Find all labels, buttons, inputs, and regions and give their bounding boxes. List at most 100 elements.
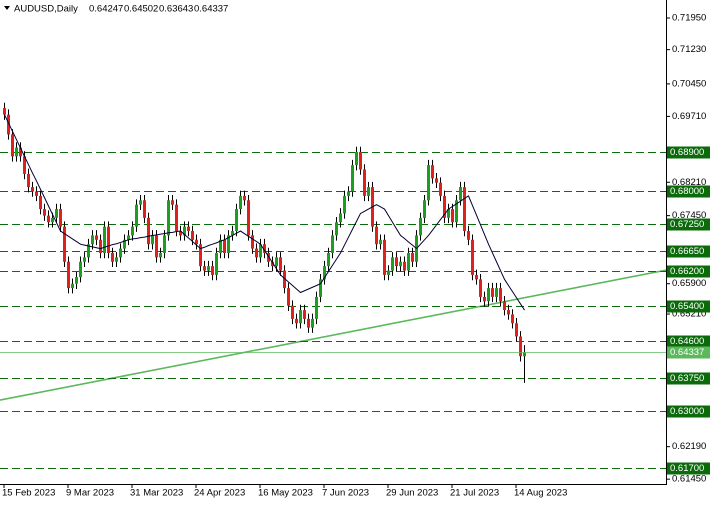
candle-body — [155, 235, 158, 258]
candle-body — [339, 213, 342, 223]
candle-body — [179, 231, 182, 236]
candle-body — [279, 257, 282, 271]
candle-body — [343, 195, 346, 214]
candle-body — [63, 226, 66, 262]
candle-body — [263, 244, 266, 253]
level-label: 0.61700 — [670, 463, 704, 474]
candle-body — [467, 231, 470, 240]
candle-body — [119, 248, 122, 258]
candle-body — [59, 209, 62, 227]
moving-average — [4, 114, 525, 311]
level-label-box — [667, 372, 710, 385]
candle-body — [75, 277, 78, 284]
menu-icon[interactable] — [4, 6, 10, 10]
level-label-box — [667, 300, 710, 313]
candle-body — [3, 108, 6, 115]
candle-body — [335, 222, 338, 236]
level-label: 0.65400 — [670, 301, 704, 312]
candle-body — [135, 204, 138, 227]
candle-body — [331, 235, 334, 253]
open: 0.64247 — [89, 4, 123, 15]
candle-body — [463, 187, 466, 232]
candle-body — [251, 235, 254, 249]
candle-body — [215, 252, 218, 275]
candle-body — [115, 257, 118, 262]
candle-body — [319, 279, 322, 297]
candle-body — [379, 239, 382, 245]
x-tick-label: 7 Jun 2023 — [322, 488, 369, 499]
candle-body — [127, 235, 130, 240]
candle-body — [403, 261, 406, 271]
candle-body — [95, 235, 98, 240]
candle-body — [291, 305, 294, 319]
level-label: 0.63000 — [670, 406, 704, 417]
level-label: 0.66200 — [670, 266, 704, 277]
candle-body — [71, 283, 74, 289]
x-tick-label: 9 Mar 2023 — [66, 488, 114, 499]
candle-body — [203, 266, 206, 271]
high: 0.64502 — [124, 4, 158, 15]
candle-body — [283, 270, 286, 289]
candle-body — [55, 209, 58, 218]
candle-body — [11, 134, 14, 157]
candle-body — [287, 288, 290, 306]
y-tick-label: 0.70450 — [672, 78, 706, 89]
candle-body — [159, 252, 162, 258]
candle-body — [519, 336, 522, 357]
candle-body — [451, 209, 454, 223]
candle-body — [259, 244, 262, 258]
candle-body — [427, 165, 430, 201]
candle-body — [299, 310, 302, 324]
candle-body — [27, 173, 30, 188]
candle-body — [443, 195, 446, 218]
candle-body — [471, 239, 474, 275]
candle-body — [303, 310, 306, 319]
candle-body — [39, 195, 42, 210]
level-label-box — [667, 245, 710, 258]
candle-body — [43, 209, 46, 216]
candle-body — [435, 178, 438, 183]
candle-body — [207, 266, 210, 271]
candle-body — [323, 266, 326, 280]
candle-body — [239, 195, 242, 210]
candle-body — [523, 352, 526, 357]
current-price-label: 0.64337 — [670, 347, 704, 358]
candle-body — [7, 114, 10, 135]
level-label-box — [667, 265, 710, 278]
candle-body — [191, 231, 194, 240]
candle-body — [47, 215, 50, 223]
candle-body — [503, 301, 506, 311]
candle-body — [419, 217, 422, 236]
candle-body — [271, 261, 274, 267]
candle-body — [491, 288, 494, 297]
level-label-box — [667, 218, 710, 231]
candle-body — [383, 239, 386, 275]
candle-body — [143, 200, 146, 218]
candle-body — [151, 235, 154, 245]
candle-body — [183, 226, 186, 236]
candle-body — [15, 147, 18, 157]
candle-body — [351, 165, 354, 192]
low: 0.63643 — [159, 4, 193, 15]
candle-body — [499, 288, 502, 302]
candle-body — [359, 151, 362, 170]
candle-body — [31, 187, 34, 192]
x-tick-label: 29 Jun 2023 — [386, 488, 438, 499]
candle-body — [231, 231, 234, 236]
candle-body — [311, 318, 314, 328]
y-tick-label: 0.71230 — [672, 44, 706, 55]
candle-body — [139, 200, 142, 205]
candle-body — [483, 296, 486, 302]
candle-body — [395, 257, 398, 267]
candle-body — [355, 151, 358, 166]
candle-body — [195, 239, 198, 245]
candle-body — [35, 191, 38, 196]
x-tick-label: 15 Feb 2023 — [2, 488, 55, 499]
y-tick-label: 0.68210 — [672, 177, 706, 188]
candle-body — [307, 318, 310, 328]
candle-body — [495, 288, 498, 297]
level-label-box — [667, 405, 710, 418]
level-label: 0.66650 — [670, 246, 704, 257]
candle-body — [83, 257, 86, 262]
candle-body — [363, 169, 366, 196]
